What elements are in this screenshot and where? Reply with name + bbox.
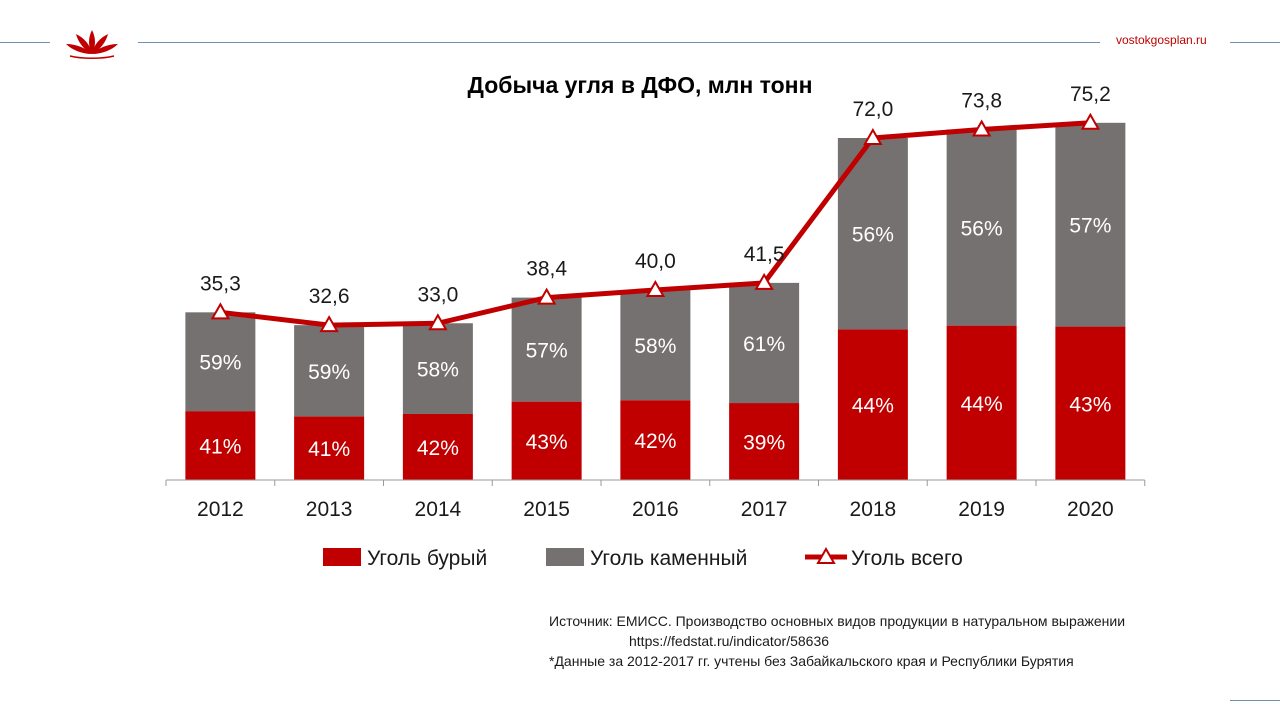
bar-brown-2016 (620, 400, 691, 480)
source-line: Источник: ЕМИСС. Производство основных в… (549, 613, 1126, 629)
total-label: 40,0 (635, 250, 676, 273)
bar-label: 59% (308, 361, 350, 384)
bar-hard-2020 (1055, 122, 1126, 327)
bar-brown-2019 (946, 325, 1017, 480)
bar-label: 57% (526, 340, 568, 363)
site-url[interactable]: vostokgosplan.ru (1116, 33, 1207, 47)
bar-label: 56% (852, 224, 894, 247)
total-marker-2015 (536, 287, 557, 305)
bar-hard-2014 (402, 323, 473, 414)
bar-hard-2016 (620, 290, 691, 401)
total-marker-2016 (645, 279, 666, 297)
x-tick-label: 2017 (741, 498, 788, 521)
bar-brown-2014 (402, 413, 473, 480)
bar-label: 56% (961, 218, 1003, 241)
total-label: 75,2 (1070, 83, 1111, 106)
total-label: 38,4 (526, 258, 567, 281)
lotus-logo-icon (66, 30, 118, 59)
x-tick-label: 2019 (958, 498, 1005, 521)
bar-label: 39% (743, 432, 785, 455)
x-tick-label: 2013 (306, 498, 353, 521)
legend-swatch-hard (546, 548, 584, 566)
bar-hard-2019 (946, 129, 1017, 326)
total-label: 33,0 (417, 283, 458, 306)
bar-label: 41% (199, 436, 241, 459)
bar-label: 43% (526, 431, 568, 454)
total-label: 32,6 (309, 285, 350, 308)
bar-label: 44% (961, 393, 1003, 416)
bar-brown-2018 (837, 329, 908, 480)
bar-brown-2013 (294, 416, 365, 480)
bar-hard-2013 (294, 325, 365, 417)
bar-label: 41% (308, 438, 350, 461)
bar-brown-2020 (1055, 326, 1126, 480)
coal-production-chart: 41% 59% 41% 59% 42% 58% 43% 57% 42% 58% 39% 61% 44% 5… (165, 83, 1146, 570)
bar-hard-2017 (729, 282, 800, 404)
legend-marker-total (816, 546, 836, 564)
bar-label: 42% (417, 437, 459, 460)
header-rule-center (138, 42, 1100, 43)
bar-label: 43% (1069, 393, 1111, 416)
legend-swatch-brown (323, 548, 361, 566)
bar-brown-2015 (511, 401, 582, 480)
total-marker-2018 (863, 127, 883, 145)
legend-label-brown: Уголь бурый (367, 547, 487, 570)
x-tick-label: 2015 (523, 498, 570, 521)
total-marker-2020 (1080, 112, 1101, 130)
bar-brown-2012 (185, 411, 256, 480)
x-tick-label: 2012 (197, 498, 244, 521)
total-label: 41,5 (744, 243, 785, 266)
bar-label: 44% (852, 395, 894, 418)
total-label: 35,3 (200, 272, 241, 295)
source-note: Источник: ЕМИСС. Производство основных в… (549, 611, 1209, 671)
total-label: 72,0 (852, 98, 893, 121)
header-rule-left (0, 42, 50, 43)
x-tick-label: 2014 (415, 498, 462, 521)
bar-label: 59% (199, 352, 241, 375)
total-marker-2019 (971, 119, 992, 137)
total-marker-2017 (754, 272, 774, 290)
total-marker-2014 (428, 313, 448, 331)
legend-label-hard: Уголь каменный (590, 547, 747, 570)
total-label: 73,8 (961, 89, 1002, 112)
bar-hard-2012 (185, 312, 256, 412)
bar-label: 42% (634, 430, 676, 453)
x-tick-label: 2018 (850, 498, 897, 521)
header-rule-right (1230, 42, 1280, 43)
bar-label: 57% (1069, 215, 1111, 238)
bar-label: 58% (634, 335, 676, 358)
bar-brown-2017 (729, 403, 800, 480)
bar-label: 58% (417, 359, 459, 382)
chart-title: Добыча угля в ДФО, млн тонн (467, 72, 813, 98)
bar-label: 61% (743, 333, 785, 356)
total-marker-2012 (210, 302, 231, 320)
bar-hard-2015 (511, 297, 582, 402)
total-marker-2013 (319, 315, 339, 333)
footer-rule (1230, 700, 1280, 701)
x-tick-label: 2016 (632, 498, 679, 521)
x-tick-label: 2020 (1067, 498, 1114, 521)
source-footnote: *Данные за 2012-2017 гг. учтены без Заба… (549, 653, 1074, 669)
legend-label-total: Уголь всего (851, 547, 963, 570)
source-url[interactable]: https://fedstat.ru/indicator/58636 (629, 633, 830, 649)
